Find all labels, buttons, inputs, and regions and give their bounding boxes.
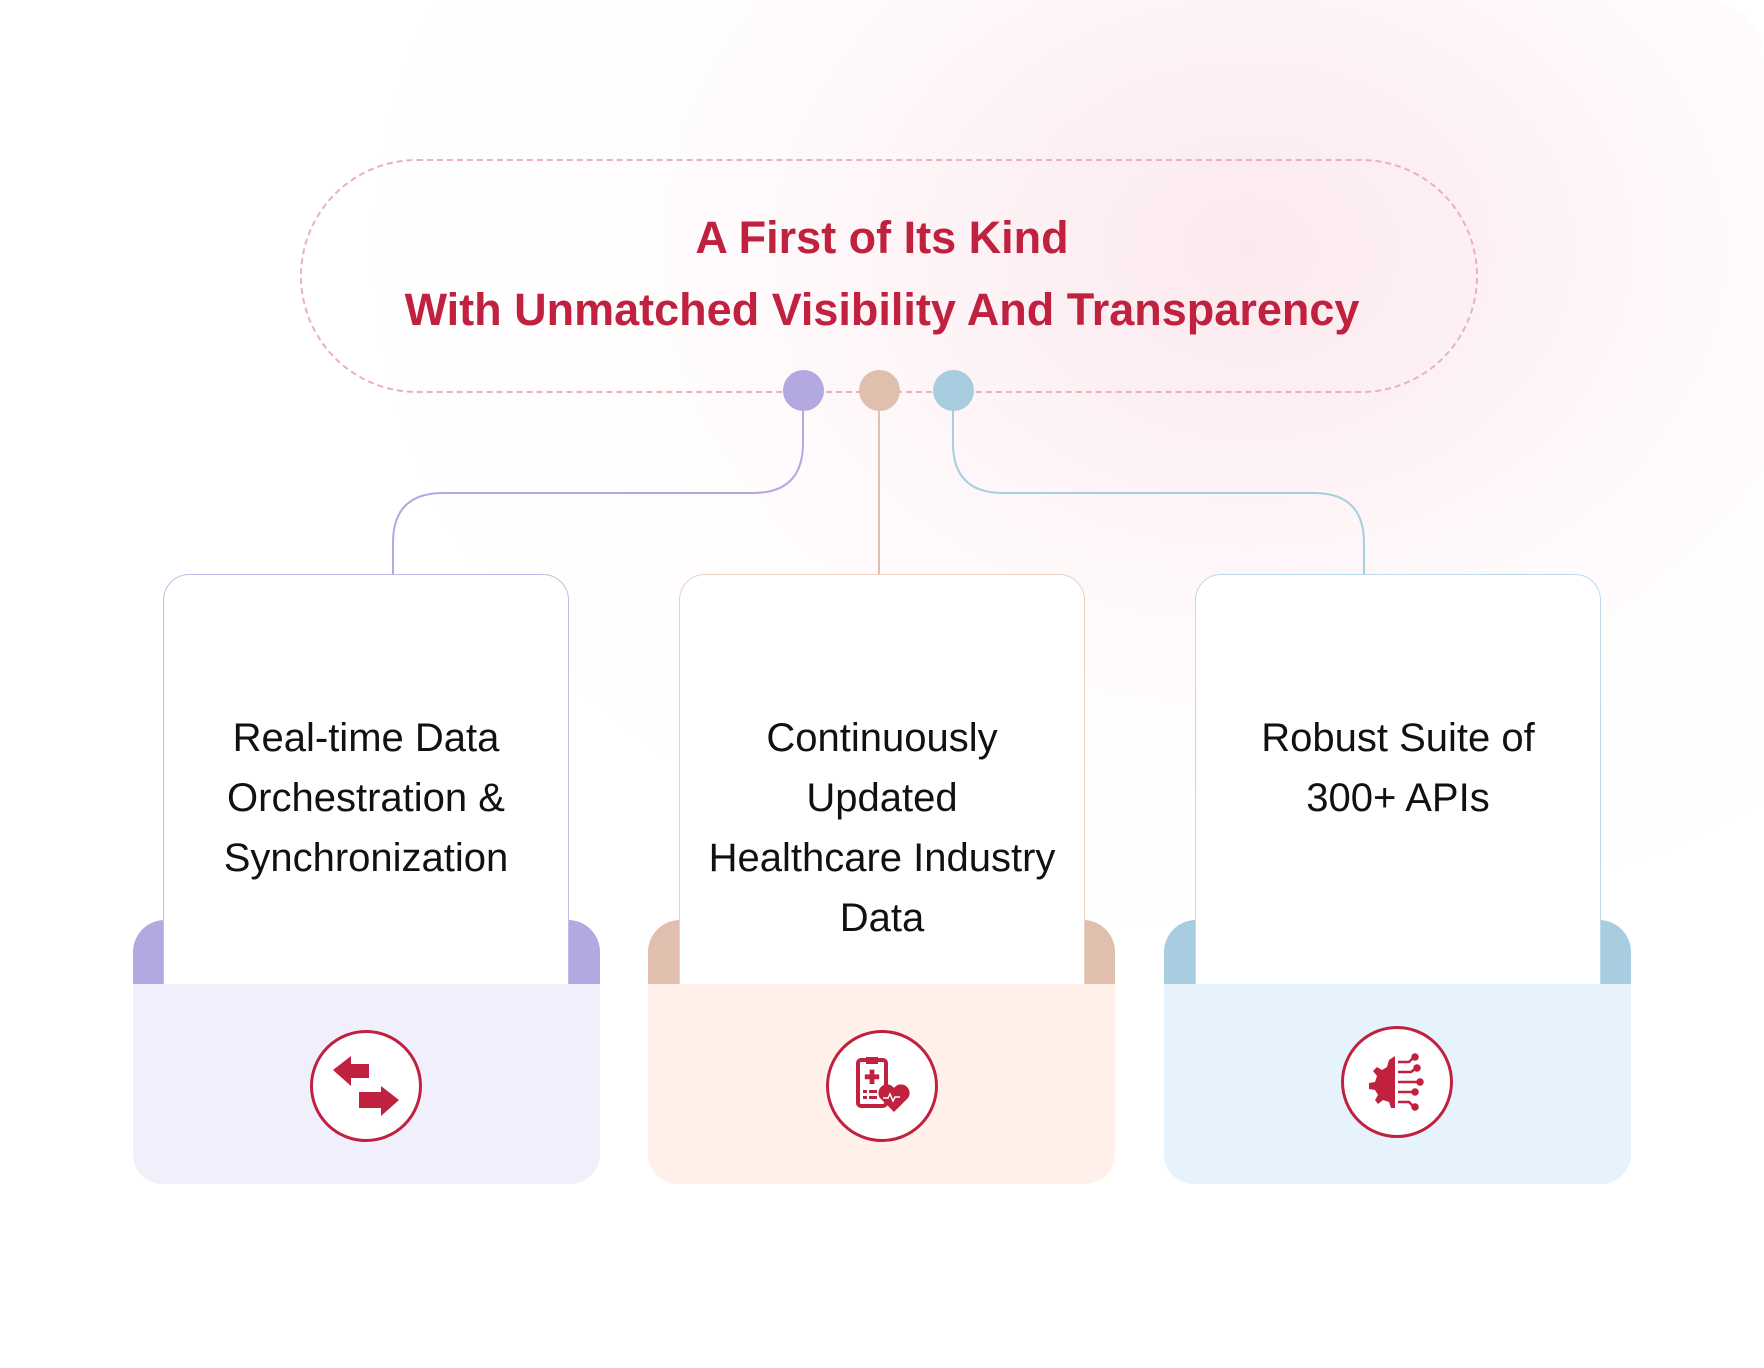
card-text-line: 300+ APIs [1306, 776, 1490, 820]
card-apis: Robust Suite of 300+ APIs [1195, 574, 1601, 984]
card-text-line: Updated [806, 776, 958, 820]
swap-arrows-icon [310, 1030, 422, 1142]
gear-circuit-icon [1341, 1026, 1453, 1138]
card-text-line: Robust Suite of [1261, 716, 1535, 760]
card-realtime-data: Real-time Data Orchestration & Synchroni… [163, 574, 569, 984]
header-title-line2: With Unmatched Visibility And Transparen… [404, 284, 1360, 335]
dot-peach [859, 370, 900, 411]
header-title-line1: A First of Its Kind [695, 212, 1069, 263]
connector-purple [392, 390, 804, 574]
dot-purple [783, 370, 824, 411]
card-text-line: Orchestration & [227, 776, 505, 820]
connector-blue [952, 390, 1365, 574]
card-text-line: Synchronization [223, 836, 509, 880]
card-healthcare-data: Continuously Updated Healthcare Industry… [679, 574, 1085, 984]
card-text-line: Healthcare Industry [708, 836, 1056, 880]
dot-blue [933, 370, 974, 411]
card-text-line: Real-time Data [232, 716, 500, 760]
card-text-line: Continuously [766, 716, 998, 760]
card-text-line: Data [839, 896, 925, 940]
medical-clipboard-heart-icon [826, 1030, 938, 1142]
